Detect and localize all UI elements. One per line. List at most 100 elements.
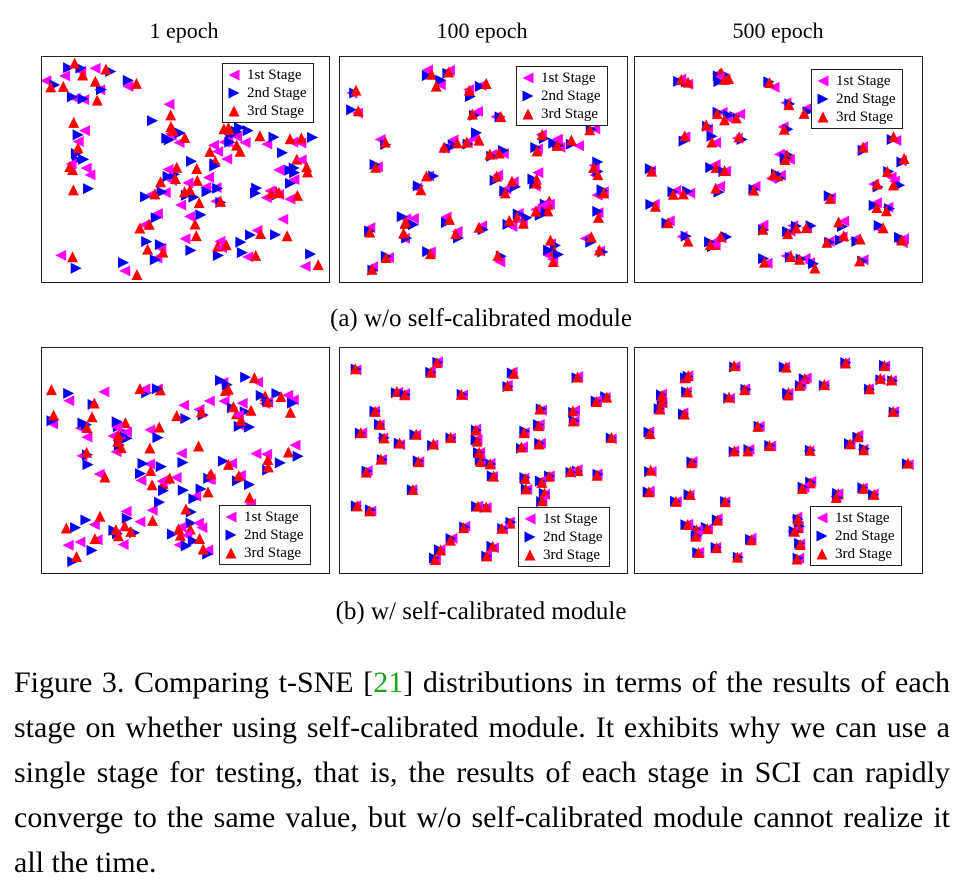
point-3rd-stage	[711, 108, 723, 120]
point-3rd-stage	[547, 255, 559, 267]
point-1st-stage	[182, 177, 194, 189]
point-1st-stage	[218, 395, 230, 407]
point-3rd-stage	[130, 77, 142, 89]
legend-item: 1st Stage	[523, 510, 603, 528]
point-2nd-stage	[188, 493, 200, 505]
point-3rd-stage	[370, 161, 382, 173]
point-3rd-stage	[719, 496, 731, 508]
point-3rd-stage	[718, 73, 730, 85]
chart-legend: 1st Stage 2nd Stage 3rd Stage	[516, 66, 608, 126]
point-3rd-stage	[712, 514, 724, 526]
point-3rd-stage	[131, 268, 143, 280]
point-3rd-stage	[473, 446, 485, 458]
point-3rd-stage	[606, 431, 618, 443]
legend-item: 2nd Stage	[523, 528, 603, 546]
point-3rd-stage	[645, 464, 657, 476]
legend-label: 1st Stage	[541, 70, 596, 86]
point-3rd-stage	[852, 431, 864, 443]
legend-item: 1st Stage	[227, 66, 307, 84]
point-1st-stage	[183, 210, 195, 222]
point-3rd-stage	[222, 458, 234, 470]
point-3rd-stage	[191, 174, 203, 186]
point-2nd-stage	[166, 528, 178, 540]
point-3rd-stage	[471, 435, 483, 447]
point-1st-stage	[212, 146, 224, 158]
point-2nd-stage	[271, 387, 283, 399]
point-3rd-stage	[429, 554, 441, 566]
point-1st-stage	[80, 162, 92, 174]
point-3rd-stage	[764, 77, 776, 89]
legend-label: 1st Stage	[247, 67, 302, 83]
point-2nd-stage	[137, 457, 149, 469]
point-2nd-stage	[422, 246, 434, 258]
point-1st-stage	[151, 208, 163, 220]
point-3rd-stage	[234, 145, 246, 157]
point-3rd-stage	[838, 230, 850, 242]
scatter-plot	[349, 356, 618, 566]
point-3rd-stage	[821, 236, 833, 248]
point-1st-stage	[242, 251, 254, 263]
point-3rd-stage	[684, 488, 696, 500]
point-3rd-stage	[818, 379, 830, 391]
point-1st-stage	[532, 167, 544, 179]
legend-label: 2nd Stage	[247, 85, 307, 101]
point-1st-stage	[407, 212, 419, 224]
point-3rd-stage	[375, 453, 387, 465]
point-1st-stage	[734, 108, 746, 120]
point-3rd-stage	[481, 550, 493, 562]
point-3rd-stage	[413, 456, 425, 468]
legend-label: 3rd Stage	[543, 547, 601, 563]
figure-caption-suffix: ] distributions in terms of the results …	[14, 666, 950, 879]
point-3rd-stage	[739, 384, 751, 396]
tsne-panel-b-3: 1st Stage 2nd Stage 3rd Stage	[634, 347, 923, 574]
point-3rd-stage	[220, 239, 232, 251]
point-3rd-stage	[204, 145, 216, 157]
point-3rd-stage	[715, 231, 727, 243]
point-3rd-stage	[215, 195, 227, 207]
point-3rd-stage	[142, 243, 154, 255]
point-3rd-stage	[790, 222, 802, 234]
point-2nd-stage	[149, 254, 161, 266]
point-2nd-stage	[63, 387, 75, 399]
point-3rd-stage	[878, 360, 890, 372]
point-3rd-stage	[704, 239, 716, 251]
point-3rd-stage	[758, 256, 770, 268]
point-3rd-stage	[145, 464, 157, 476]
point-3rd-stage	[67, 184, 79, 196]
point-3rd-stage	[902, 457, 914, 469]
point-3rd-stage	[792, 513, 804, 525]
point-2nd-stage	[185, 244, 197, 256]
legend-label: 1st Stage	[836, 73, 891, 89]
point-3rd-stage	[564, 466, 576, 478]
point-1st-stage	[81, 431, 93, 443]
point-2nd-stage	[70, 262, 82, 274]
point-3rd-stage	[149, 188, 161, 200]
legend-item: 1st Stage	[224, 508, 304, 526]
point-3rd-stage	[380, 252, 392, 264]
point-1st-stage	[98, 386, 110, 398]
point-3rd-stage	[284, 133, 296, 145]
scatter-plot	[45, 371, 304, 568]
legend-item: 2nd Stage	[224, 526, 304, 544]
citation-link[interactable]: 21	[373, 666, 404, 699]
point-1st-stage	[146, 504, 158, 516]
point-3rd-stage	[360, 466, 372, 478]
point-1st-stage	[63, 395, 75, 407]
point-3rd-stage	[366, 263, 378, 275]
point-2nd-stage	[307, 131, 319, 143]
point-3rd-stage	[248, 372, 260, 384]
point-2nd-stage	[245, 229, 257, 241]
point-2nd-stage	[808, 258, 820, 270]
point-1st-stage	[572, 140, 584, 152]
point-3rd-stage	[877, 222, 889, 234]
point-1st-stage	[175, 447, 187, 459]
legend-marker-icon	[816, 548, 828, 560]
point-2nd-stage	[236, 247, 248, 259]
point-1st-stage	[838, 215, 850, 227]
point-3rd-stage	[864, 383, 876, 395]
point-3rd-stage	[531, 145, 543, 157]
point-3rd-stage	[112, 429, 124, 441]
legend-marker-icon	[225, 529, 237, 541]
point-2nd-stage	[82, 459, 94, 471]
point-1st-stage	[202, 171, 214, 183]
